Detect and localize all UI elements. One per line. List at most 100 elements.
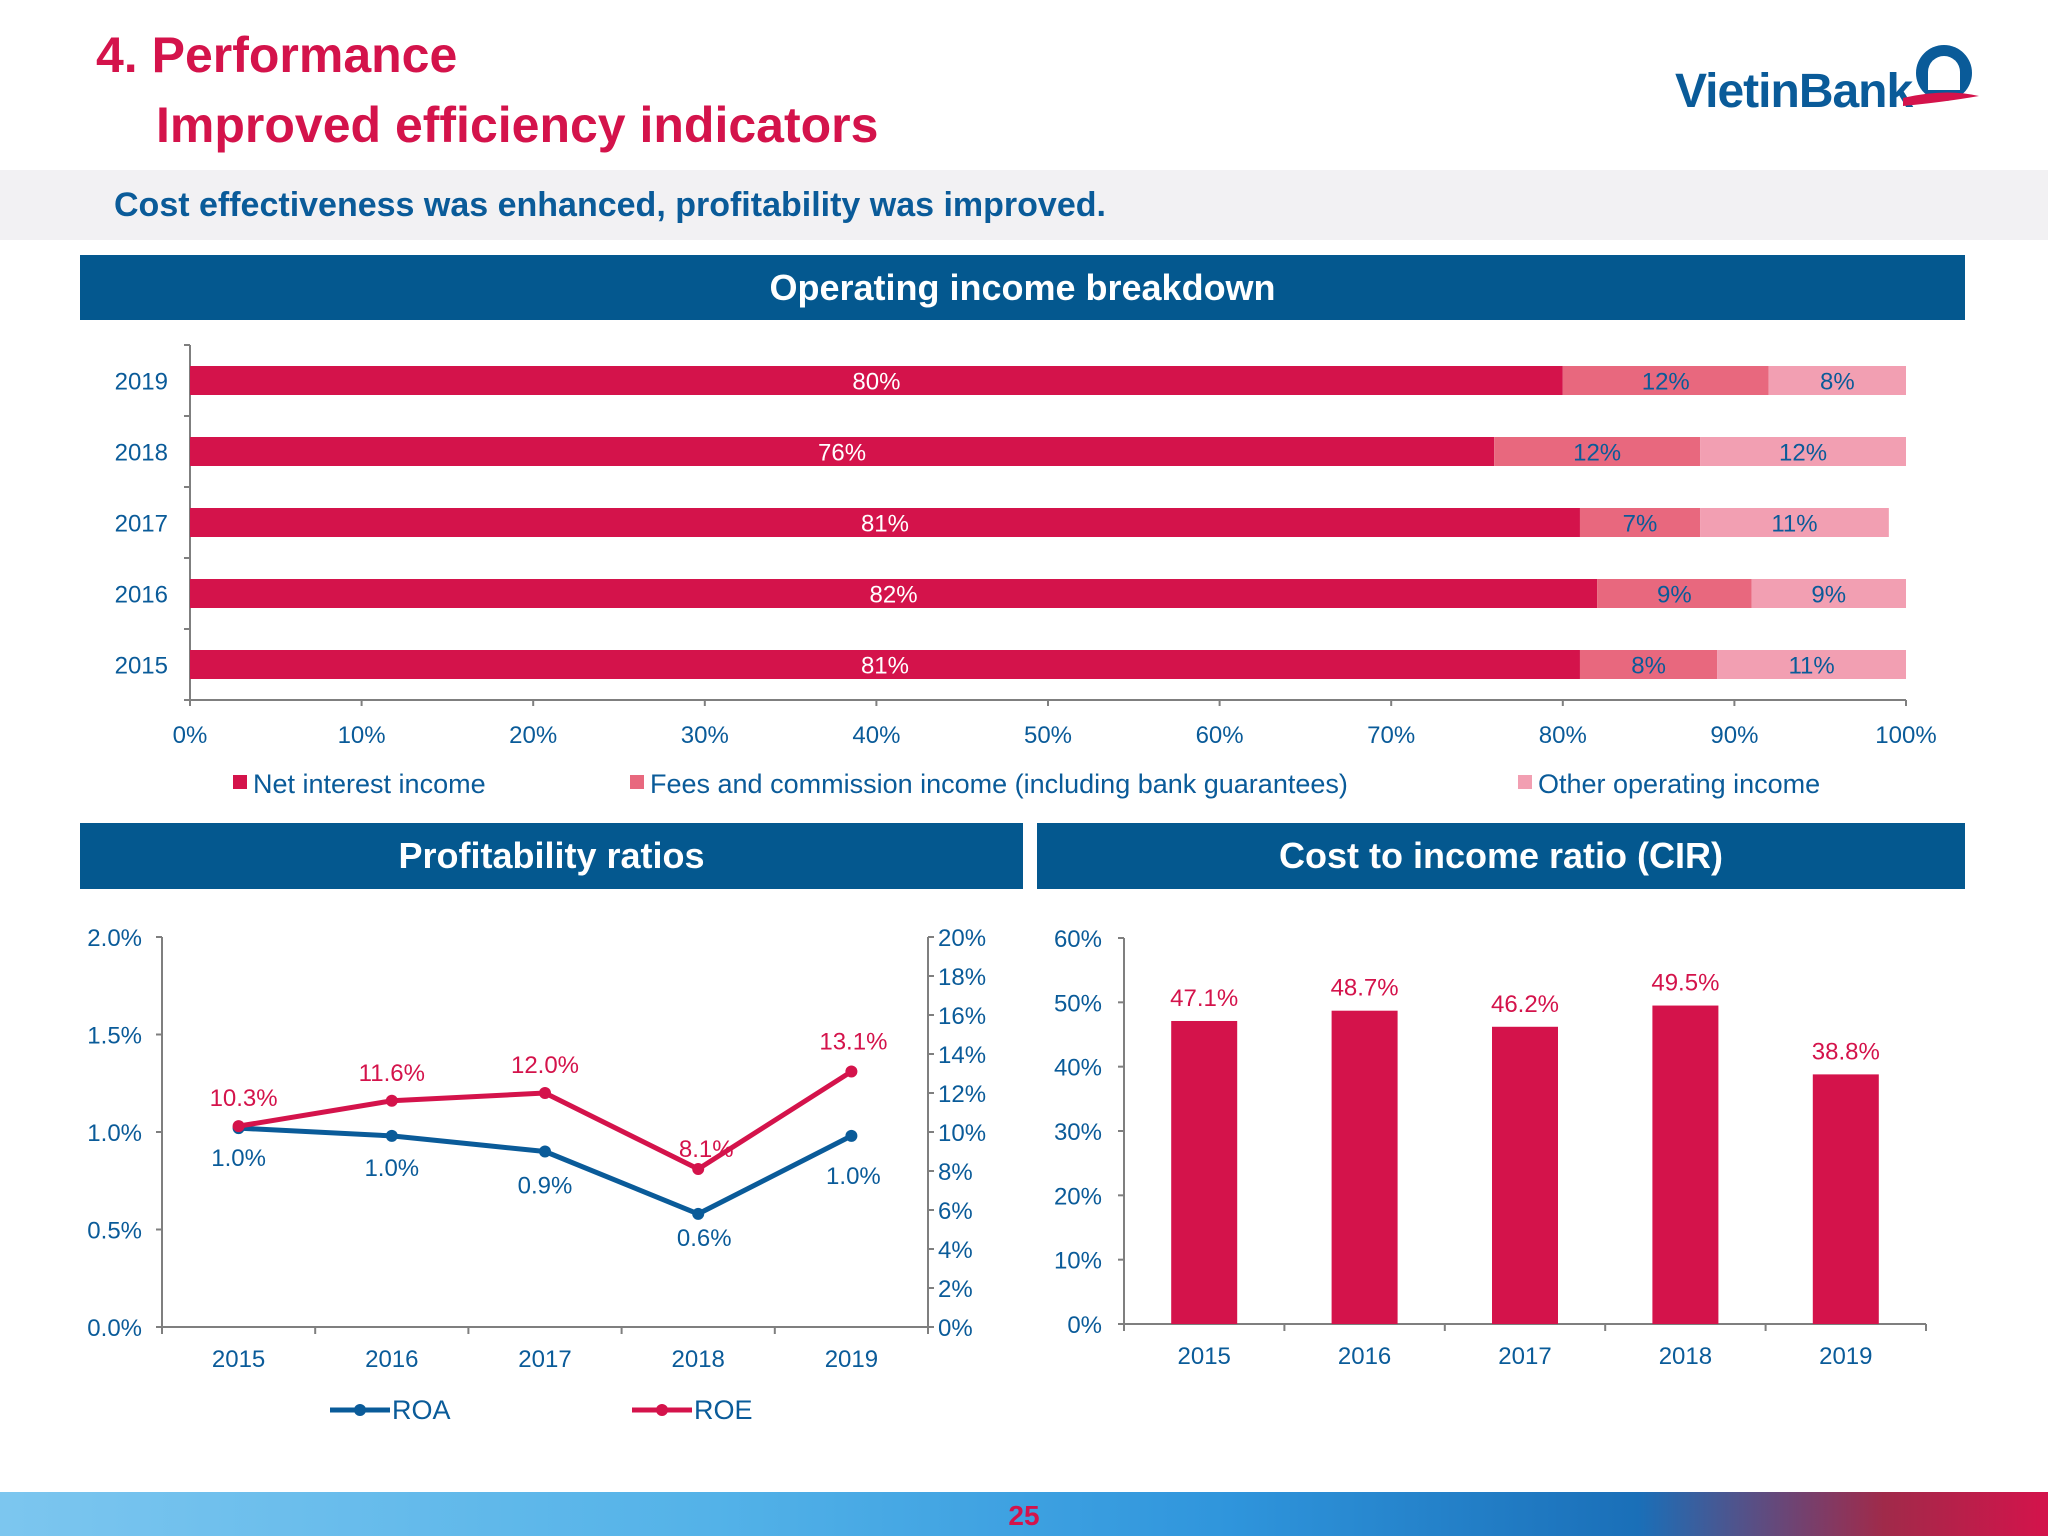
cir-x-tick-label: 2015 (1178, 1343, 1231, 1370)
page-title-line2: Improved efficiency indicators (156, 97, 879, 153)
op-data-label: 7% (1623, 511, 1658, 538)
cir-y-tick-label: 0% (1067, 1312, 1102, 1339)
cir-data-label: 47.1% (1170, 985, 1238, 1012)
op-data-label: 12% (1779, 440, 1827, 467)
op-legend-label: Fees and commission income (including ba… (650, 769, 1348, 799)
vietinbank-logo: VietinBank (1675, 36, 1985, 126)
op-bar-segment (1562, 366, 1769, 395)
op-legend-label: Other operating income (1538, 769, 1820, 799)
prof-right-tick-label: 14% (938, 1042, 986, 1069)
prof-right-tick-label: 2% (938, 1276, 973, 1303)
op-bar-segment (1494, 437, 1701, 466)
op-bar-segment (190, 508, 1580, 537)
cir-x-tick-label: 2016 (1338, 1343, 1391, 1370)
op-data-label: 80% (852, 369, 900, 396)
roe-point (385, 1094, 398, 1107)
op-bar-segment (1579, 508, 1701, 537)
cir-y-tick-label: 20% (1054, 1183, 1102, 1210)
op-x-tick-label: 90% (1710, 722, 1758, 749)
prof-right-tick-label: 18% (938, 964, 986, 991)
cir-data-label: 48.7% (1331, 975, 1399, 1002)
page-subtitle: Cost effectiveness was enhanced, profita… (114, 186, 1106, 224)
roa-legend-marker (354, 1404, 366, 1416)
roe-data-label: 10.3% (210, 1085, 278, 1112)
cir-bar (1171, 1020, 1238, 1324)
logo-emblem-icon (1903, 45, 1979, 106)
op-data-label: 11% (1788, 653, 1834, 680)
roa-data-label: 0.6% (677, 1225, 732, 1252)
roe-legend-label: ROE (694, 1395, 753, 1425)
roa-data-label: 0.9% (518, 1173, 573, 1200)
cir-data-label: 49.5% (1651, 970, 1719, 997)
op-category-label: 2016 (115, 582, 168, 609)
op-x-tick-label: 0% (173, 722, 208, 749)
op-bar-segment (1717, 650, 1906, 679)
prof-right-tick-label: 20% (938, 925, 986, 952)
op-legend-swatch (233, 775, 247, 789)
op-data-label: 81% (861, 653, 909, 680)
logo-text: VietinBank (1675, 65, 1913, 118)
roe-point (232, 1120, 245, 1133)
profitability-header: Profitability ratios (80, 823, 1023, 889)
cir-y-tick-label: 40% (1054, 1055, 1102, 1082)
cir-bar (1492, 1026, 1558, 1324)
cir-y-tick-label: 60% (1054, 926, 1102, 953)
roa-data-label: 1.0% (364, 1155, 419, 1182)
roe-point (845, 1065, 858, 1078)
cir-x-tick-label: 2019 (1819, 1343, 1872, 1370)
prof-right-tick-label: 10% (938, 1120, 986, 1147)
roe-point (539, 1087, 551, 1099)
prof-right-tick-label: 4% (938, 1237, 973, 1264)
prof-x-tick-label: 2015 (212, 1346, 265, 1373)
op-data-label: 12% (1573, 440, 1621, 467)
op-data-label: 9% (1811, 582, 1846, 609)
op-data-label: 11% (1771, 511, 1817, 538)
op-bar-segment (1579, 650, 1718, 679)
prof-right-tick-label: 8% (938, 1159, 973, 1186)
roa-data-label: 1.0% (826, 1163, 881, 1190)
prof-right-tick-label: 12% (938, 1081, 986, 1108)
cir-data-label: 46.2% (1491, 991, 1559, 1018)
cir-bar (1331, 1010, 1398, 1324)
op-x-tick-label: 20% (509, 722, 557, 749)
prof-x-tick-label: 2018 (672, 1346, 725, 1373)
op-data-label: 9% (1657, 582, 1692, 609)
op-data-label: 8% (1631, 653, 1666, 680)
prof-right-tick-label: 6% (938, 1198, 973, 1225)
op-data-label: 76% (818, 440, 866, 467)
roa-data-label: 1.0% (211, 1145, 266, 1172)
op-x-tick-label: 60% (1196, 722, 1244, 749)
roa-point (385, 1129, 398, 1142)
op-x-tick-label: 100% (1875, 722, 1936, 749)
roa-legend-label: ROA (392, 1395, 451, 1425)
op-legend-label: Net interest income (253, 769, 486, 799)
prof-left-tick-label: 1.0% (87, 1120, 142, 1147)
op-data-label: 82% (870, 582, 918, 609)
prof-right-tick-label: 0% (938, 1315, 973, 1342)
op-legend-swatch (1518, 775, 1532, 789)
prof-x-tick-label: 2019 (825, 1346, 878, 1373)
cir-x-tick-label: 2018 (1659, 1343, 1712, 1370)
cir-bar (1652, 1005, 1719, 1324)
cir-y-tick-label: 50% (1054, 990, 1102, 1017)
op-category-label: 2015 (115, 653, 168, 680)
roa-point (692, 1207, 705, 1220)
prof-left-tick-label: 0.0% (87, 1315, 142, 1342)
op-bar-segment (1597, 579, 1752, 608)
footer-bar (0, 1492, 2048, 1536)
op-x-tick-label: 80% (1539, 722, 1587, 749)
cir-y-tick-label: 30% (1054, 1119, 1102, 1146)
prof-x-tick-label: 2016 (365, 1346, 418, 1373)
op-x-tick-label: 10% (338, 722, 386, 749)
prof-right-tick-label: 16% (938, 1003, 986, 1030)
page-title-line1: 4. Performance (96, 27, 458, 83)
op-bar-segment (190, 437, 1495, 466)
roe-point (692, 1163, 705, 1176)
roa-line (238, 1125, 853, 1217)
subtitle-band (0, 170, 2048, 240)
cir-y-tick-label: 10% (1054, 1248, 1102, 1275)
prof-x-tick-label: 2017 (518, 1346, 571, 1373)
roe-data-label: 12.0% (511, 1052, 579, 1079)
roa-point (539, 1145, 551, 1158)
